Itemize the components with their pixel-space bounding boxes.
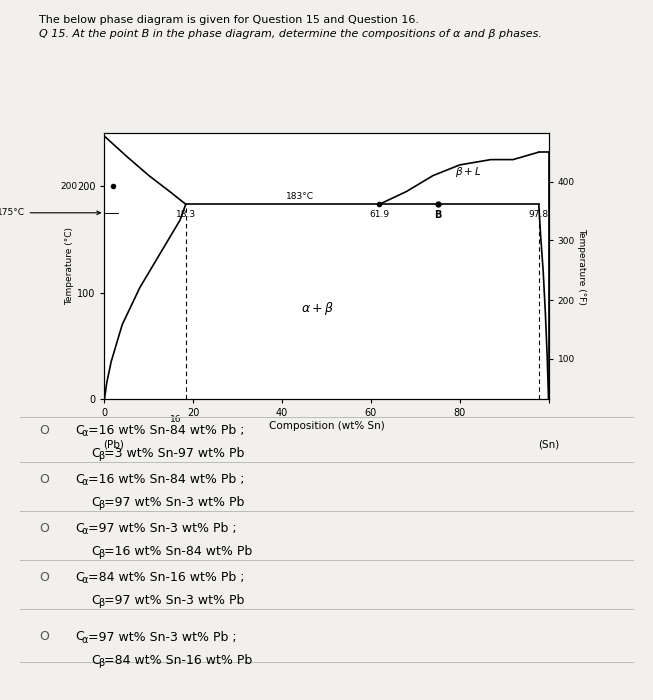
Text: O: O — [39, 473, 49, 486]
Text: 97.8: 97.8 — [529, 209, 549, 218]
Text: =16 wt% Sn-84 wt% Pb ;: =16 wt% Sn-84 wt% Pb ; — [88, 473, 245, 486]
Text: β: β — [98, 452, 104, 461]
Text: α: α — [82, 575, 88, 585]
Text: O: O — [39, 571, 49, 584]
Text: C: C — [75, 473, 84, 486]
Text: B: B — [434, 209, 441, 220]
Text: α: α — [82, 635, 88, 645]
Text: =97 wt% Sn-3 wt% Pb ;: =97 wt% Sn-3 wt% Pb ; — [88, 631, 237, 643]
X-axis label: Composition (wt% Sn): Composition (wt% Sn) — [268, 421, 385, 430]
Text: =97 wt% Sn-3 wt% Pb: =97 wt% Sn-3 wt% Pb — [104, 594, 245, 607]
Text: C: C — [91, 594, 100, 607]
Text: β: β — [98, 598, 104, 608]
Text: 183°C: 183°C — [286, 192, 314, 201]
Y-axis label: Temperature (°F): Temperature (°F) — [577, 228, 586, 304]
Text: 61.9: 61.9 — [370, 209, 390, 218]
Text: =16 wt% Sn-84 wt% Pb: =16 wt% Sn-84 wt% Pb — [104, 545, 253, 558]
Text: C: C — [75, 522, 84, 535]
Text: α: α — [82, 526, 88, 536]
Text: =3 wt% Sn-97 wt% Pb: =3 wt% Sn-97 wt% Pb — [104, 447, 245, 460]
Text: C: C — [91, 496, 100, 509]
Text: 175°C: 175°C — [0, 209, 101, 217]
Text: O: O — [39, 631, 49, 643]
Y-axis label: Temperature (°C): Temperature (°C) — [65, 227, 74, 305]
Text: =16 wt% Sn-84 wt% Pb ;: =16 wt% Sn-84 wt% Pb ; — [88, 424, 245, 437]
Text: C: C — [91, 654, 100, 666]
Text: 16: 16 — [170, 415, 182, 424]
Text: C: C — [75, 571, 84, 584]
Text: $\beta + L$: $\beta + L$ — [455, 165, 482, 179]
Text: C: C — [75, 424, 84, 437]
Text: =84 wt% Sn-16 wt% Pb ;: =84 wt% Sn-16 wt% Pb ; — [88, 571, 245, 584]
Text: β: β — [98, 658, 104, 668]
Text: C: C — [75, 631, 84, 643]
Text: =97 wt% Sn-3 wt% Pb ;: =97 wt% Sn-3 wt% Pb ; — [88, 522, 237, 535]
Text: Q 15. At the point B in the phase diagram, determine the compositions of α and β: Q 15. At the point B in the phase diagra… — [39, 29, 542, 39]
Text: α: α — [82, 477, 88, 487]
Text: =97 wt% Sn-3 wt% Pb: =97 wt% Sn-3 wt% Pb — [104, 496, 245, 509]
Text: β: β — [98, 500, 104, 510]
Text: C: C — [91, 545, 100, 558]
Text: O: O — [39, 424, 49, 437]
Text: β: β — [98, 550, 104, 559]
Text: O: O — [39, 522, 49, 535]
Text: (Pb): (Pb) — [103, 440, 124, 449]
Text: α: α — [82, 428, 88, 438]
Text: $\alpha + \beta$: $\alpha + \beta$ — [301, 300, 334, 317]
Text: 18.3: 18.3 — [176, 209, 196, 218]
Text: The below phase diagram is given for Question 15 and Question 16.: The below phase diagram is given for Que… — [39, 15, 419, 25]
Text: C: C — [91, 447, 100, 460]
Text: (Sn): (Sn) — [538, 440, 559, 449]
Text: =84 wt% Sn-16 wt% Pb: =84 wt% Sn-16 wt% Pb — [104, 654, 253, 666]
Text: 200: 200 — [61, 182, 78, 190]
